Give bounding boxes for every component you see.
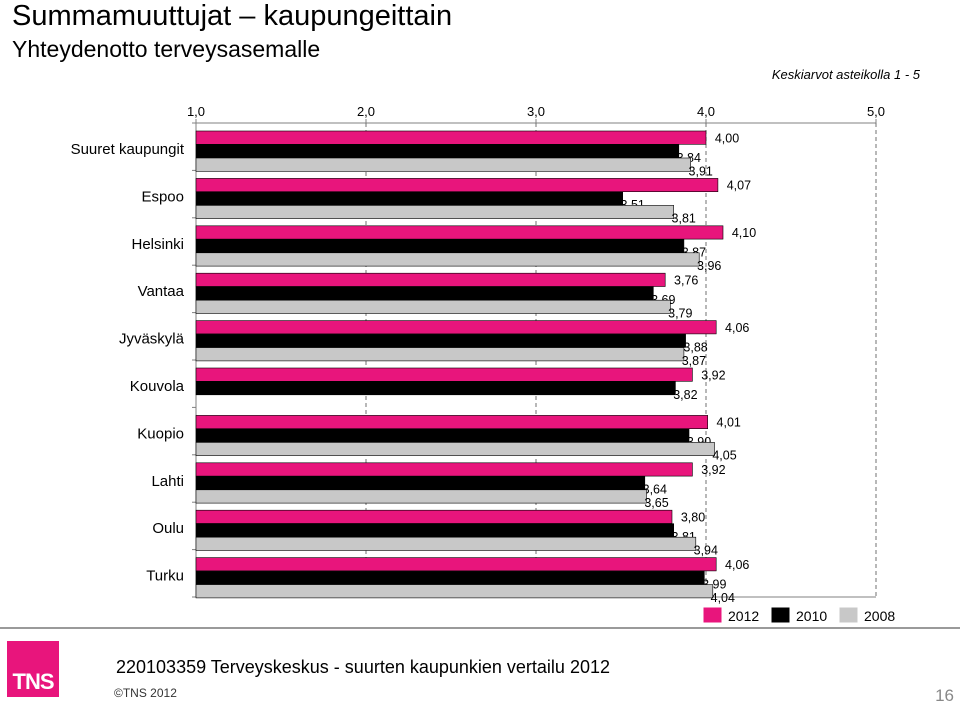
scale-note: Keskiarvot asteikolla 1 - 5 (771, 67, 920, 82)
x-tick-label: 2,0 (357, 104, 375, 119)
bar-2008 (195, 489, 647, 504)
bar-2010 (195, 381, 676, 396)
bar-2010 (195, 333, 686, 348)
bar-2010 (195, 191, 624, 206)
bar-2012 (195, 462, 693, 477)
x-tick-label: 5,0 (867, 104, 885, 119)
data-label-2008: 3,94 (694, 544, 718, 558)
bar-2010 (195, 428, 690, 443)
legend-label-2012: 2012 (728, 608, 759, 624)
category-label: Oulu (152, 520, 184, 537)
data-label-2012: 4,06 (725, 558, 749, 572)
bar-2012 (195, 178, 719, 192)
legend-swatch-2008 (839, 607, 858, 623)
category-label: Kuopio (137, 425, 184, 442)
data-label-2012: 3,80 (681, 511, 705, 525)
data-label-2012: 4,06 (725, 321, 749, 335)
data-label-2008: 3,96 (697, 259, 721, 273)
data-label-2012: 3,76 (674, 274, 698, 288)
data-label-2012: 4,01 (717, 416, 741, 430)
bar-2010 (195, 144, 680, 159)
data-label-2010: 3,88 (683, 340, 707, 354)
bar-2010 (195, 286, 654, 301)
category-label: Espoo (141, 188, 184, 205)
page-title: Summamuuttujat – kaupungeittain (12, 0, 453, 32)
page-number: 16 (935, 686, 954, 705)
bar-2008 (195, 205, 675, 219)
bar-2008 (195, 299, 671, 314)
data-label-2008: 4,05 (712, 449, 736, 463)
category-label: Lahti (151, 473, 184, 490)
data-label-2010: 3,64 (643, 483, 667, 497)
data-label-2008: 3,65 (644, 496, 668, 510)
legend-label-2010: 2010 (796, 608, 827, 624)
tns-logo: TNS (7, 641, 59, 697)
bar-2012 (195, 367, 693, 382)
bar-2010 (195, 239, 685, 253)
bar-chart: 1,0 2,0 3,0 4,0 5,0 Suuret kaupungit Espoo Hels… (71, 104, 896, 624)
footer-divider (0, 627, 960, 629)
category-label: Jyväskylä (119, 331, 185, 348)
category-label: Suuret kaupungit (71, 141, 185, 158)
bar-2012 (195, 509, 673, 524)
bar-2012 (195, 557, 717, 572)
bar-2008 (195, 584, 714, 599)
bar-2010 (195, 523, 675, 538)
copyright: ©TNS 2012 (114, 686, 177, 700)
bar-2008 (195, 252, 700, 267)
data-label-2008: 3,81 (672, 212, 696, 226)
legend-label-2008: 2008 (864, 608, 895, 624)
bar-2012 (195, 320, 717, 335)
footer-text: 220103359 Terveyskeskus - suurten kaupun… (116, 657, 610, 677)
category-label: Vantaa (138, 283, 185, 300)
data-label-2012: 4,10 (732, 226, 756, 240)
data-label-2012: 3,92 (701, 368, 725, 382)
x-tick-label: 1,0 (187, 104, 205, 119)
page-subtitle: Yhteydenotto terveysasemalle (12, 36, 321, 62)
data-label-2012: 3,92 (701, 463, 725, 477)
bar-2012 (195, 225, 724, 240)
bar-2010 (195, 475, 646, 490)
data-label-2008: 3,91 (689, 164, 713, 178)
bar-2008 (195, 442, 715, 456)
data-label-2012: 4,00 (715, 131, 739, 145)
bar-2010 (195, 570, 705, 585)
data-label-2010: 3,82 (673, 388, 697, 402)
category-label: Helsinki (131, 236, 184, 253)
legend-swatch-2012 (703, 607, 722, 623)
bar-2012 (195, 272, 666, 287)
bar-2008 (195, 157, 692, 172)
bar-2008 (195, 347, 685, 362)
data-label-2012: 4,07 (727, 179, 751, 193)
bar-2012 (195, 415, 709, 429)
x-tick-label: 3,0 (527, 104, 545, 119)
x-tick-label: 4,0 (697, 104, 715, 119)
category-label: Kouvola (130, 378, 185, 395)
bar-2008 (195, 536, 697, 551)
data-label-2008: 3,79 (668, 307, 692, 321)
data-label-2008: 3,87 (682, 354, 706, 368)
legend-swatch-2010 (771, 607, 790, 623)
category-label: Turku (146, 568, 184, 585)
data-label-2008: 4,04 (711, 591, 735, 605)
bar-2012 (195, 130, 707, 145)
